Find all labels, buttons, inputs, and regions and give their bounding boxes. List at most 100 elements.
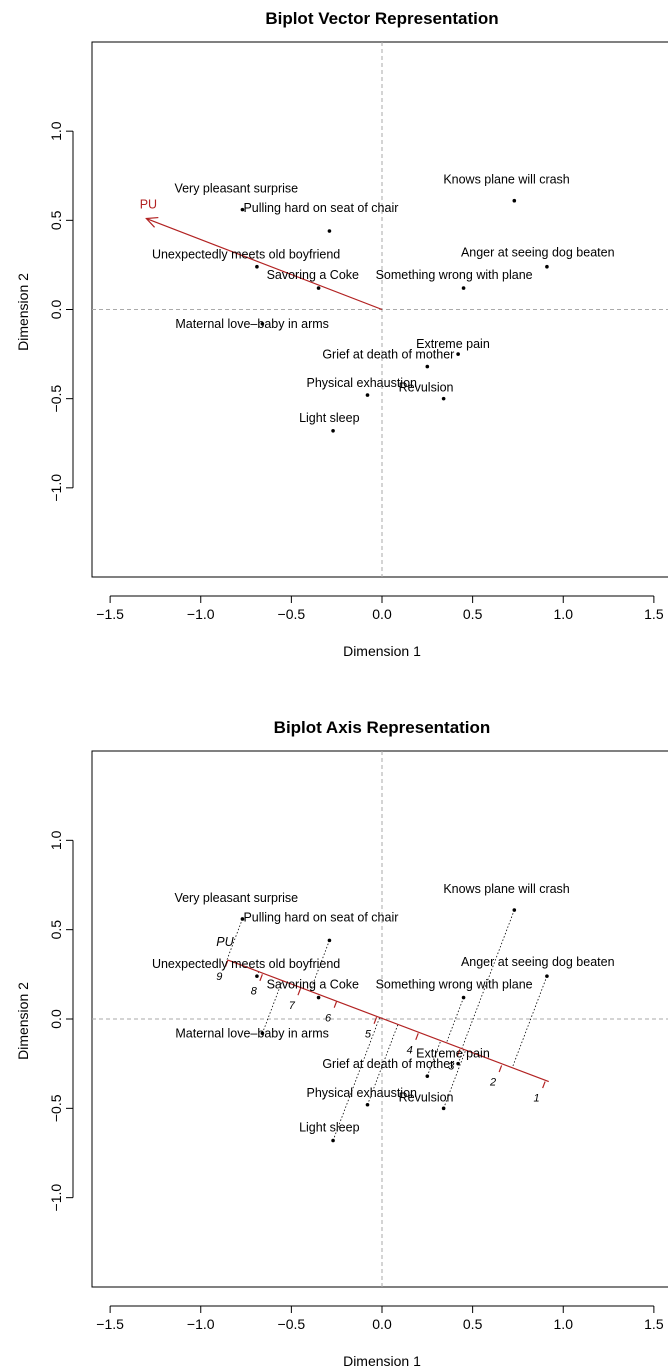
x-tick-label: −1.0 xyxy=(187,606,215,622)
pu-axis-label: PU xyxy=(216,935,234,949)
pu-axis-tick-label: 3 xyxy=(448,1061,455,1073)
point-label: Anger at seeing dog beaten xyxy=(461,246,615,260)
x-tick-label: 0.0 xyxy=(372,1316,392,1332)
point-label: Physical exhaustion xyxy=(307,376,418,390)
data-point xyxy=(260,1031,265,1036)
data-point xyxy=(365,1102,370,1107)
point-label: Light sleep xyxy=(299,411,360,425)
x-axis-label: Dimension 1 xyxy=(343,1353,421,1369)
point-label: Unexpectedly meets old boyfriend xyxy=(152,957,340,971)
pu-axis-tick-label: 8 xyxy=(251,985,258,997)
projection-line xyxy=(446,997,464,1043)
pu-axis-tick xyxy=(297,988,301,996)
pu-axis-tick-label: 9 xyxy=(216,971,222,983)
projection-line xyxy=(457,1049,464,1064)
x-tick-label: −1.5 xyxy=(96,1316,124,1332)
data-point xyxy=(441,1106,446,1111)
pu-axis-tick xyxy=(259,974,263,982)
data-point xyxy=(425,364,430,369)
pu-axis-tick xyxy=(542,1081,546,1089)
data-point xyxy=(255,264,259,269)
point-label: Revulsion xyxy=(399,1090,454,1104)
point-label: Very pleasant surprise xyxy=(174,891,298,905)
y-tick-label: 0.0 xyxy=(48,300,64,320)
x-tick-label: 0.5 xyxy=(463,606,483,622)
data-point xyxy=(255,974,259,978)
point-label: Knows plane will crash xyxy=(443,882,569,896)
pu-vector xyxy=(146,217,383,311)
data-point xyxy=(240,917,245,921)
y-tick-label: 1.0 xyxy=(48,830,64,850)
data-point xyxy=(316,995,321,1000)
chart-title: Biplot Vector Representation xyxy=(265,9,498,28)
data-point xyxy=(545,974,549,978)
x-tick-label: 1.5 xyxy=(644,1316,664,1332)
point-label: Unexpectedly meets old boyfriend xyxy=(152,248,340,262)
pu-axis-tick xyxy=(498,1065,503,1073)
point-label: Physical exhaustion xyxy=(307,1086,418,1100)
pu-biplot-axis xyxy=(227,959,549,1083)
y-axis-label: Dimension 2 xyxy=(15,273,31,351)
x-tick-label: −1.5 xyxy=(96,606,124,622)
x-tick-label: −1.0 xyxy=(187,1316,215,1332)
projection-line xyxy=(461,909,515,1049)
point-label: Light sleep xyxy=(299,1120,360,1134)
projection-line xyxy=(226,918,243,960)
projection-line xyxy=(262,980,283,1034)
data-point xyxy=(316,286,321,290)
data-point xyxy=(456,1061,460,1066)
point-label: Grief at death of mother xyxy=(322,1057,454,1071)
pu-axis-tick xyxy=(333,1000,338,1008)
data-point xyxy=(327,229,332,233)
point-label: Extreme pain xyxy=(416,337,490,351)
point-label: Savoring a Coke xyxy=(267,978,359,992)
data-point xyxy=(441,396,446,401)
pu-axis-tick-label: 4 xyxy=(407,1044,413,1056)
pu-axis-tick-label: 2 xyxy=(489,1077,496,1089)
data-point xyxy=(331,1138,335,1143)
point-label: Pulling hard on seat of chair xyxy=(243,910,398,924)
data-point xyxy=(512,198,517,203)
data-point xyxy=(456,352,460,356)
point-label: Something wrong with plane xyxy=(376,268,533,282)
x-tick-label: −0.5 xyxy=(278,606,306,622)
x-tick-label: 0.0 xyxy=(372,606,392,622)
point-label: Knows plane will crash xyxy=(443,173,569,187)
pu-vector-label: PU xyxy=(140,198,157,212)
chart-title: Biplot Axis Representation xyxy=(274,718,491,737)
y-tick-label: −1.0 xyxy=(48,474,64,502)
y-tick-label: 1.0 xyxy=(48,121,64,141)
pu-axis-tick xyxy=(373,1017,378,1024)
vector-biplot-panel: Biplot Vector Representation Dimension 1… xyxy=(15,9,668,659)
point-label: Pulling hard on seat of chair xyxy=(243,201,398,215)
point-label: Something wrong with plane xyxy=(376,978,533,992)
data-point xyxy=(545,264,549,269)
data-point xyxy=(461,286,466,290)
pu-axis-tick-label: 1 xyxy=(533,1093,539,1105)
x-axis-label: Dimension 1 xyxy=(343,643,421,659)
pu-axis-tick xyxy=(456,1049,461,1057)
data-point xyxy=(425,1074,430,1078)
y-tick-label: 0.0 xyxy=(48,1009,64,1029)
projection-line xyxy=(426,1040,442,1077)
pu-axis-tick-label: 5 xyxy=(365,1028,372,1040)
projection-line xyxy=(511,975,548,1068)
point-label: Savoring a Coke xyxy=(267,268,359,282)
x-tick-label: 0.5 xyxy=(463,1316,483,1332)
x-tick-label: 1.5 xyxy=(644,606,664,622)
data-point xyxy=(260,321,265,326)
y-tick-label: 0.5 xyxy=(48,210,64,230)
data-point xyxy=(327,938,332,943)
data-point xyxy=(240,207,245,212)
y-tick-label: −1.0 xyxy=(48,1184,64,1212)
pu-axis-tick xyxy=(224,959,229,967)
y-tick-label: −0.5 xyxy=(48,385,64,413)
data-point xyxy=(461,995,466,1000)
point-label: Maternal love–baby in arms xyxy=(175,317,329,331)
x-tick-label: −0.5 xyxy=(278,1316,306,1332)
y-tick-label: 0.5 xyxy=(48,920,64,940)
data-point xyxy=(512,908,517,912)
axis-biplot-panel: Biplot Axis Representation Dimension 1 D… xyxy=(15,718,668,1369)
point-label: Revulsion xyxy=(399,381,454,395)
